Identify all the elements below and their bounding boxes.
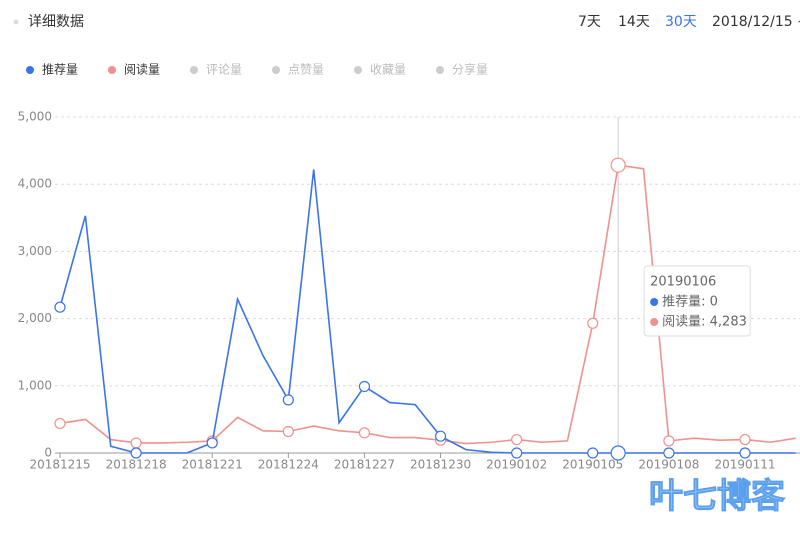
legend-label[interactable]: 收藏量 (370, 63, 406, 77)
point-marker[interactable] (130, 447, 142, 459)
point-marker[interactable] (587, 317, 599, 329)
point-marker[interactable] (434, 430, 447, 442)
point-marker[interactable] (358, 380, 371, 393)
point-marker[interactable] (739, 447, 751, 459)
y-tick-label: 5,000 (18, 110, 52, 124)
point-marker[interactable] (130, 437, 142, 449)
point-marker[interactable] (610, 157, 626, 173)
section-title: 详细数据 (28, 14, 84, 30)
legend-label[interactable]: 阅读量 (124, 63, 160, 77)
y-tick-label: 1,000 (18, 378, 52, 392)
y-tick-label: 0 (44, 446, 52, 460)
point-marker[interactable] (511, 433, 523, 446)
watermark: 叶七博客 (649, 477, 785, 517)
x-tick-label: 20190111 (714, 458, 775, 472)
y-tick-label: 2,000 (18, 311, 52, 325)
point-marker[interactable] (358, 427, 371, 439)
x-tick-label: 20181227 (334, 458, 395, 472)
point-marker[interactable] (587, 447, 599, 459)
point-marker[interactable] (54, 301, 66, 313)
legend-dot[interactable] (108, 66, 116, 74)
x-tick-label: 20181215 (29, 458, 90, 472)
point-marker[interactable] (282, 425, 294, 438)
tooltip-title: 20190106 (650, 275, 716, 290)
point-marker[interactable] (54, 417, 66, 430)
x-tick-label: 20181218 (106, 458, 167, 472)
date-range[interactable]: 2018/12/15 ~ (712, 14, 800, 30)
x-tick-label: 20181221 (182, 458, 243, 472)
tooltip-dot (650, 298, 659, 306)
x-tick-label: 20181224 (258, 458, 319, 472)
point-marker[interactable] (511, 447, 523, 459)
dot (13, 19, 19, 25)
x-tick-label: 20190102 (486, 458, 547, 472)
x-tick-label: 20181230 (410, 458, 471, 472)
legend-dot[interactable] (272, 66, 280, 74)
tooltip (643, 265, 751, 337)
y-tick-label: 3,000 (18, 244, 52, 258)
point-marker[interactable] (739, 433, 751, 446)
range-button[interactable]: 7天 (578, 14, 601, 30)
legend-label[interactable]: 点赞量 (288, 63, 324, 77)
legend-dot[interactable] (354, 66, 362, 74)
legend-label[interactable]: 分享量 (452, 62, 488, 77)
range-button[interactable]: 30天 (665, 14, 697, 30)
legend-dot[interactable] (190, 66, 198, 74)
tooltip-dot (650, 318, 659, 326)
legend-dot[interactable] (436, 66, 444, 74)
x-tick-label: 20190108 (638, 458, 699, 472)
legend-label[interactable]: 推荐量 (42, 63, 78, 77)
point-marker[interactable] (610, 445, 626, 461)
legend-label[interactable]: 评论量 (206, 63, 242, 77)
legend-dot[interactable] (26, 66, 34, 74)
tooltip-row: 推荐量: 0 (662, 295, 718, 310)
y-tick-label: 4,000 (18, 177, 52, 191)
point-marker[interactable] (663, 447, 675, 459)
point-marker[interactable] (282, 394, 294, 406)
point-marker[interactable] (663, 435, 675, 447)
range-button[interactable]: 14天 (618, 14, 650, 30)
tooltip-row: 阅读量: 4,283 (662, 315, 747, 330)
x-tick-label: 20190105 (562, 458, 623, 472)
point-marker[interactable] (206, 437, 218, 449)
